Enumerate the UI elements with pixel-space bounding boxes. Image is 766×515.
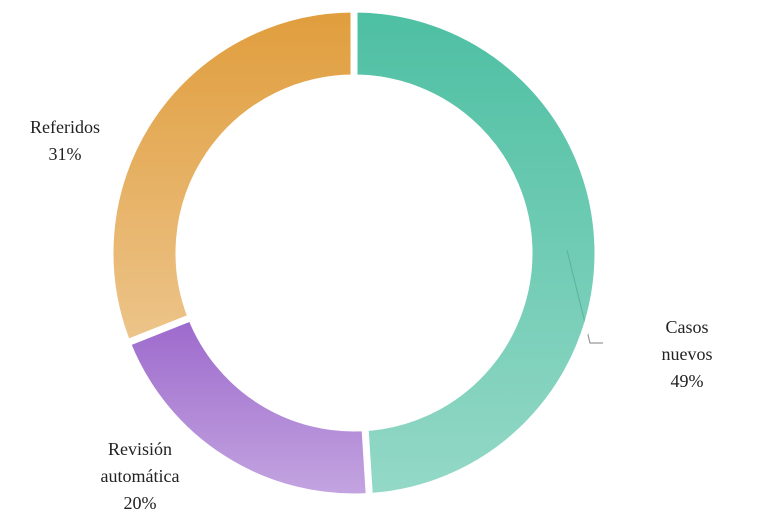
category-label: Referidos — [30, 117, 100, 137]
donut-slice — [106, 5, 358, 348]
slice-label: Revisión automática 20% — [75, 436, 205, 515]
value-label: 20% — [123, 493, 157, 513]
donut-slice — [350, 5, 602, 501]
slice-label: Casos nuevos 49% — [648, 314, 727, 395]
value-label: 49% — [670, 371, 704, 391]
category-label: Casos nuevos — [661, 317, 713, 364]
value-label: 31% — [48, 144, 82, 164]
category-label: Revisión automática — [100, 439, 180, 486]
slice-label: Referidos 31% — [30, 114, 100, 168]
